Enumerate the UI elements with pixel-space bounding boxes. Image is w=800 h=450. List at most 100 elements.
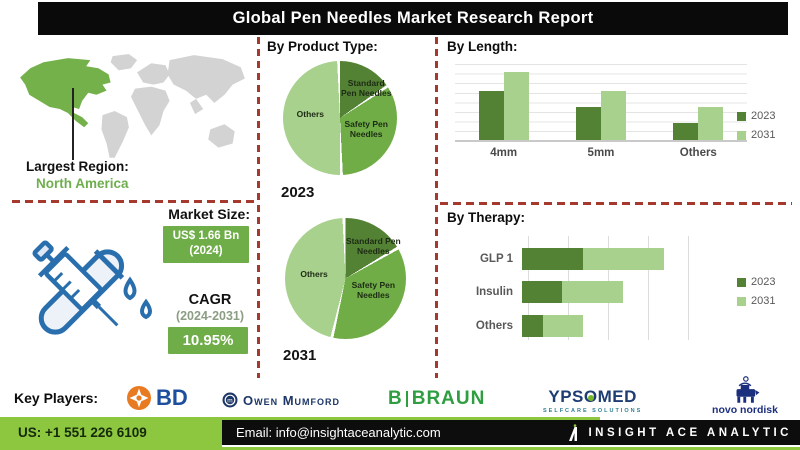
therapy-segment-2023 (522, 315, 543, 337)
bar-2031 (698, 107, 724, 140)
droplet-icon-small (140, 298, 152, 320)
bbraun-divider-bar (405, 391, 408, 407)
ypsomed-o-icon: O (583, 387, 598, 406)
section-title-product-type: By Product Type: (267, 39, 378, 54)
pie-slice-label: Standard Pen Needles (345, 236, 401, 257)
map-australia (208, 124, 235, 148)
axis-category-label: Others (679, 147, 717, 159)
by-length-plot-area (455, 64, 747, 142)
map-north-america-highlight (20, 58, 111, 128)
therapy-bar-track (522, 281, 624, 303)
therapy-segment-2023 (522, 248, 584, 270)
bar-2031 (600, 90, 626, 140)
legend-label: 2023 (751, 276, 776, 288)
map-india (189, 98, 204, 115)
bar-group-5mm (575, 64, 626, 140)
map-south-america (101, 111, 129, 158)
pie-year-label-2031: 2031 (283, 347, 317, 364)
map-asia (167, 55, 245, 103)
by-therapy-stacked-bar-chart: GLP 1 Insulin Others (440, 232, 750, 348)
logo-novo-nordisk: novo nordisk (700, 375, 790, 416)
logo-ypsomed: YPS O MED SELFCARE SOLUTIONS (543, 387, 642, 414)
bbraun-braun: BRAUN (411, 388, 486, 409)
therapy-row-Others: Others (440, 315, 750, 337)
therapy-category-label: GLP 1 (479, 253, 513, 265)
map-africa (130, 86, 170, 136)
divider-dashed-left (12, 200, 255, 203)
legend-item: 2031 (737, 295, 775, 307)
owen-mumford-icon: m (222, 392, 238, 408)
cagr-label: CAGR (188, 292, 232, 308)
cagr-value-box: 10.95% (168, 327, 248, 354)
region-pointer-line (72, 88, 74, 160)
pie-slice-label: Others (300, 268, 328, 279)
map-greenland (110, 54, 138, 71)
by-therapy-legend: 2023 2031 (737, 276, 775, 314)
bar-2023 (673, 123, 699, 140)
axis-category-label: 5mm (587, 147, 615, 159)
svg-text:m: m (227, 398, 232, 405)
by-length-legend: 2023 2031 (737, 110, 775, 148)
therapy-bar-track (522, 248, 664, 270)
legend-swatch (737, 111, 746, 121)
legend-label: 2031 (751, 129, 776, 141)
legend-item: 2031 (737, 129, 775, 141)
world-map (20, 54, 245, 158)
logo-owen-mumford: m Owen Mumford (222, 392, 340, 408)
footer-phone: US: +1 551 226 6109 (0, 418, 222, 447)
insight-ace-analytic-icon (569, 423, 578, 441)
market-size-value: US$ 1.66 Bn (172, 230, 240, 242)
bbraun-b: B (388, 388, 403, 409)
novo-nordisk-bull-icon (736, 376, 760, 403)
bar-2031 (503, 71, 529, 140)
owen-mumford-wordmark: Owen Mumford (243, 392, 341, 408)
divider-dashed-middle-left (257, 37, 260, 378)
bar-2023 (575, 107, 601, 140)
by-length-bar-chart: 4mm 5mm Others (455, 64, 747, 159)
legend-swatch (737, 277, 746, 287)
therapy-segment-2023 (522, 281, 563, 303)
pie-slice-label: Safety Pen Needles (344, 119, 388, 140)
ypsomed-text-med: MED (597, 387, 637, 406)
report-title: Global Pen Needles Market Research Repor… (38, 2, 788, 35)
pie-chart-2023: Standard Pen Needles Safety Pen Needles Ot… (283, 61, 397, 175)
legend-swatch (737, 296, 746, 306)
section-title-by-therapy: By Therapy: (447, 210, 526, 225)
footer-bottom-strip (0, 447, 800, 450)
therapy-segment-2031 (562, 281, 624, 303)
footer-email: Email: info@insightaceanalytic.com (236, 425, 441, 440)
section-title-by-length: By Length: (447, 39, 518, 54)
therapy-row-Insulin: Insulin (440, 281, 750, 303)
pie-chart-2031: Standard Pen Needles Safety Pen Needles Ot… (285, 218, 406, 339)
legend-item: 2023 (737, 276, 775, 288)
ypsomed-tagline: SELFCARE SOLUTIONS (543, 408, 643, 414)
footer-brand-text: INSIGHT ACE ANALYTIC (588, 426, 792, 439)
pie-slice-label: Standard Pen Needles (340, 78, 392, 99)
footer-bar: Email: info@insightaceanalytic.com INSIG… (222, 420, 800, 445)
divider-dashed-right (440, 202, 792, 205)
cagr-period: (2024-2031) (175, 309, 245, 323)
market-size-label: Market Size: (168, 206, 250, 222)
pie-slice-label: Others (296, 108, 325, 119)
droplet-icon (123, 276, 137, 301)
syringe-icon (32, 240, 152, 335)
footer-accent-rule (0, 417, 600, 420)
pie-slice-label: Safety Pen Needles (351, 279, 396, 300)
logo-bbraun: B BRAUN (388, 388, 485, 410)
legend-swatch (737, 130, 746, 140)
bd-sunburst-icon (127, 386, 151, 410)
map-europe (137, 63, 170, 85)
logo-bd: BD (126, 385, 188, 411)
bar-group-4mm (478, 64, 529, 140)
therapy-category-label: Insulin (475, 286, 513, 298)
therapy-category-label: Others (475, 320, 513, 332)
bd-wordmark: BD (156, 385, 188, 410)
bar-group-Others (673, 64, 724, 140)
therapy-bar-track (522, 315, 584, 337)
bar-2023 (478, 90, 504, 140)
ypsomed-text-yps: YPS (548, 387, 584, 406)
largest-region-value: North America (36, 176, 129, 191)
pie-year-label-2023: 2023 (281, 184, 315, 201)
legend-label: 2031 (751, 295, 776, 307)
